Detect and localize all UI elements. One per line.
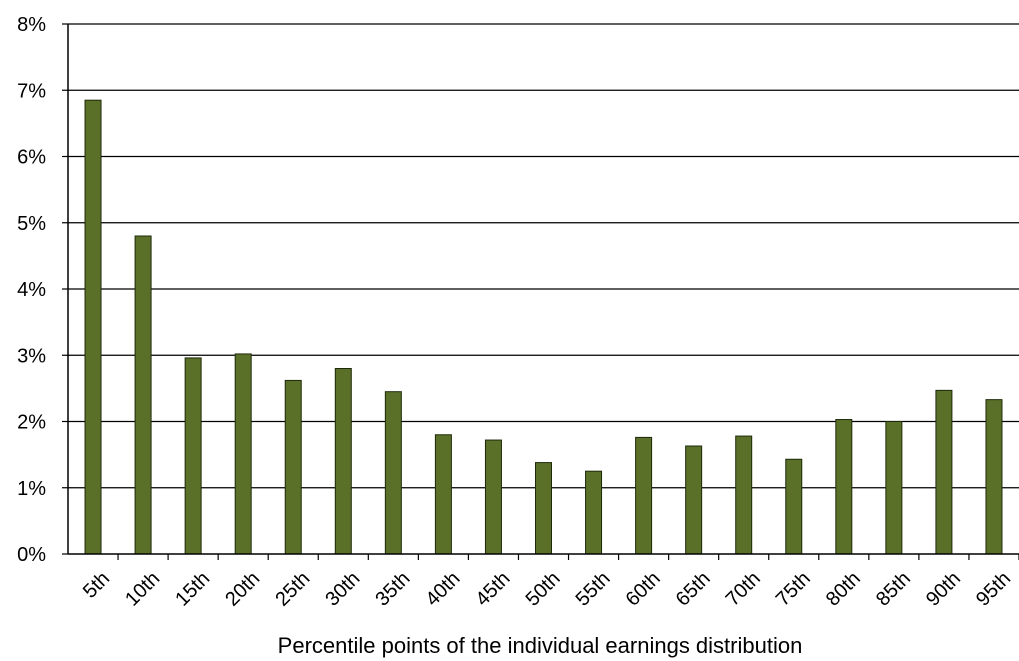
x-tick-label: 30th — [321, 568, 364, 611]
bar-15th — [184, 357, 202, 555]
x-tick-label: 75th — [772, 568, 815, 611]
x-tick-label: 90th — [922, 568, 965, 611]
bar-20th — [234, 353, 252, 555]
bar-45th — [484, 439, 502, 555]
bar-30th — [334, 368, 352, 555]
bar-70th — [735, 435, 753, 555]
y-tick-label: 0% — [17, 544, 46, 566]
bar-5th — [84, 99, 102, 555]
bar-95th — [985, 399, 1003, 555]
gridlines — [68, 23, 1019, 489]
x-tick-labels: 5th 10th 15th 20th 25th 30th 35th 40th 45th 50th 5… — [79, 568, 1015, 611]
x-tick-label: 50th — [522, 568, 565, 611]
bar-50th — [535, 462, 552, 555]
bar-55th — [585, 470, 603, 555]
x-tick-label: 45th — [472, 568, 515, 611]
bars-series — [84, 99, 1003, 555]
bar-25th — [284, 379, 302, 555]
x-tick-label: 65th — [672, 568, 715, 611]
x-tick-label: 60th — [622, 568, 665, 611]
y-tick-label: 5% — [17, 213, 46, 235]
y-tick-label: 8% — [17, 14, 46, 36]
y-tick-label: 7% — [17, 80, 46, 102]
x-tick-label: 85th — [872, 568, 915, 611]
bar-65th — [685, 445, 703, 555]
x-tick-label: 15th — [171, 568, 214, 611]
y-tick-label: 4% — [17, 279, 46, 301]
y-tick-labels: 0% 1% 2% 3% 4% 5% 6% 7% 8% — [17, 14, 46, 566]
bar-80th — [835, 419, 853, 555]
bar-40th — [434, 434, 452, 555]
x-tick-label: 35th — [371, 568, 414, 611]
bar-90th — [935, 389, 953, 555]
x-tick-label: 55th — [572, 568, 615, 611]
x-tick-label: 40th — [421, 568, 464, 611]
y-tick-label: 2% — [17, 412, 46, 434]
x-tick-label: 10th — [121, 568, 164, 611]
bar-60th — [635, 436, 653, 555]
x-tick-label: 25th — [271, 568, 314, 611]
y-tick-label: 3% — [17, 345, 46, 367]
bar-10th — [134, 235, 152, 555]
y-tick-label: 6% — [17, 147, 46, 169]
axes — [62, 23, 1019, 560]
x-tick-label: 20th — [221, 568, 264, 611]
x-tick-label: 5th — [79, 568, 114, 603]
y-tick-label: 1% — [17, 478, 46, 500]
x-tick-label: 70th — [722, 568, 765, 611]
bar-85th — [885, 421, 903, 555]
x-axis-title: Percentile points of the individual earn… — [278, 633, 803, 658]
bar-35th — [384, 391, 402, 555]
x-tick-label: 80th — [822, 568, 865, 611]
x-tick-label: 95th — [972, 568, 1015, 611]
bar-75th — [785, 458, 803, 555]
